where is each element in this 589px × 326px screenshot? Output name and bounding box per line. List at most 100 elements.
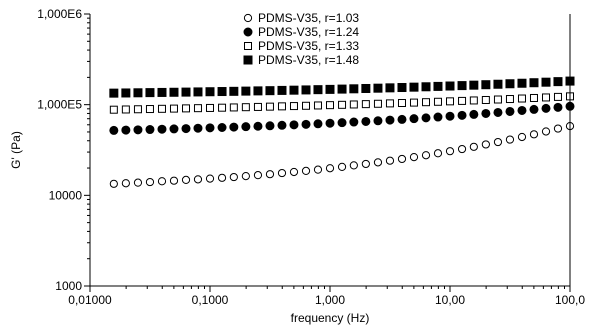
data-point [241, 86, 251, 96]
data-point [313, 85, 323, 95]
data-point [193, 175, 203, 184]
data-point [229, 122, 239, 132]
data-point [433, 149, 443, 158]
data-point [481, 95, 490, 104]
data-point [542, 93, 551, 102]
legend-item: PDMS-V35, r=1.03 [243, 11, 359, 25]
series-4 [109, 76, 575, 98]
data-point [133, 178, 143, 187]
data-point [109, 105, 118, 114]
data-point [241, 122, 251, 132]
data-point [157, 104, 166, 113]
data-point [493, 107, 503, 117]
data-point [133, 105, 142, 114]
data-point [373, 116, 383, 126]
data-point [469, 96, 478, 105]
data-point [313, 101, 322, 110]
data-point [109, 125, 119, 135]
y-tick-label: 1,000E6 [37, 7, 82, 21]
legend-label: PDMS-V35, r=1.03 [258, 11, 359, 25]
data-point [205, 174, 215, 183]
data-point [421, 151, 431, 160]
data-point [421, 82, 431, 92]
data-point [349, 117, 359, 127]
data-point [458, 96, 467, 105]
data-point [361, 159, 370, 169]
data-point [265, 102, 274, 111]
data-point [193, 104, 202, 113]
data-point [493, 137, 503, 147]
data-point [289, 120, 299, 130]
data-point [205, 123, 215, 133]
x-tick-label: 100,0 [555, 293, 585, 307]
data-point [553, 77, 563, 87]
x-tick-label: 1,000 [315, 293, 345, 307]
data-point [338, 100, 347, 109]
data-point [169, 176, 179, 185]
data-point [445, 81, 455, 91]
data-point [457, 81, 467, 91]
data-point [517, 94, 526, 103]
data-point [541, 77, 551, 87]
data-point [181, 124, 191, 134]
data-point [493, 95, 502, 104]
data-point [133, 125, 143, 135]
data-point [553, 124, 563, 133]
data-point [205, 87, 215, 97]
data-point [397, 83, 407, 93]
data-point [529, 130, 539, 139]
data-point [493, 79, 503, 89]
data-point [289, 85, 299, 95]
data-point [157, 124, 167, 134]
data-point [553, 92, 562, 101]
legend-marker [243, 27, 253, 37]
data-point [229, 103, 238, 112]
data-point [325, 118, 335, 128]
y-tick-label: 1000 [55, 279, 82, 293]
data-point [229, 172, 238, 182]
data-point [445, 147, 455, 156]
data-point [313, 119, 323, 129]
data-point [182, 104, 191, 113]
data-point [301, 119, 311, 129]
data-point [265, 86, 275, 96]
data-point [121, 179, 130, 188]
data-point [253, 86, 263, 96]
data-point [397, 114, 407, 124]
data-point [217, 173, 227, 182]
data-point [349, 84, 359, 94]
data-point [409, 114, 419, 124]
data-point [277, 168, 287, 178]
data-point [385, 156, 395, 165]
series-3 [109, 92, 574, 114]
data-point [446, 97, 454, 106]
data-point [422, 98, 431, 107]
data-point [373, 83, 383, 93]
x-tick-label: 0,1000 [192, 293, 229, 307]
y-tick-label: 10000 [49, 188, 83, 202]
data-point [301, 85, 311, 95]
data-point [337, 118, 347, 128]
data-point [169, 104, 178, 113]
data-point [349, 161, 358, 170]
data-point [553, 102, 563, 112]
data-point [302, 101, 311, 110]
legend-item: PDMS-V35, r=1.24 [243, 25, 359, 39]
data-point [433, 97, 442, 106]
data-point [229, 86, 239, 96]
data-point [145, 88, 155, 98]
legend-label: PDMS-V35, r=1.24 [258, 25, 359, 39]
x-ticks: 0,01000 0,1000 1,000 10,00 100,0 [68, 286, 585, 307]
data-point [241, 171, 250, 181]
data-point [169, 124, 179, 134]
data-point [517, 105, 527, 115]
data-point [145, 105, 154, 114]
data-point [529, 104, 539, 114]
data-point [385, 99, 394, 108]
data-point [265, 170, 275, 179]
data-point [373, 99, 382, 108]
data-point [469, 142, 478, 151]
data-point [505, 95, 514, 104]
axes: 0,01000 0,1000 1,000 10,00 100,0 1000 10000 1,… [37, 7, 585, 307]
